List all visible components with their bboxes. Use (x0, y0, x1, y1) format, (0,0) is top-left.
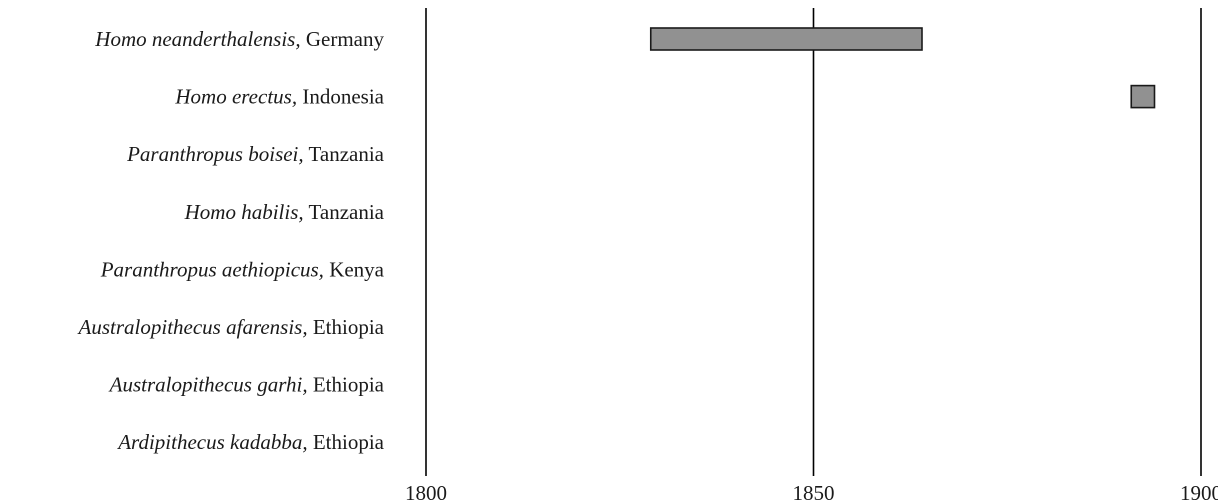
range-bar (1130, 84, 1156, 109)
x-axis-ticks: 18001850190019502000 (405, 481, 1218, 504)
location-name: Ethiopia (308, 430, 385, 454)
category-labels: Homo neanderthalensis, Germany Homo erect… (77, 27, 385, 454)
species-name: Australopithecus garhi, (108, 373, 308, 397)
species-name: Paranthropus boisei, (126, 142, 304, 166)
x-tick-label-1900: 1900 (1180, 481, 1218, 504)
location-name: Tanzania (304, 142, 385, 166)
species-name: Australopithecus afarensis, (77, 315, 308, 339)
location-name: Kenya (324, 257, 385, 281)
species-name: Homo habilis, (184, 200, 304, 224)
species-name: Paranthropus aethiopicus, (100, 257, 324, 281)
species-name: Homo neanderthalensis, (94, 27, 300, 51)
species-name: Homo erectus, (174, 85, 297, 109)
category-label: Paranthropus aethiopicus, Kenya (100, 257, 385, 281)
bars (649, 27, 1156, 109)
x-tick-label-1800: 1800 (405, 481, 447, 504)
category-label: Australopithecus afarensis, Ethiopia (77, 315, 385, 339)
location-name: Ethiopia (308, 373, 385, 397)
category-label: Homo erectus, Indonesia (174, 85, 384, 109)
gridlines (425, 8, 1202, 476)
category-label: Ardipithecus kadabba, Ethiopia (116, 430, 384, 454)
location-name: Indonesia (297, 85, 385, 109)
category-label: Paranthropus boisei, Tanzania (126, 142, 385, 166)
category-label: Homo habilis, Tanzania (184, 200, 385, 224)
location-name: Tanzania (304, 200, 385, 224)
location-name: Ethiopia (308, 315, 385, 339)
category-label: Australopithecus garhi, Ethiopia (108, 373, 385, 397)
category-label: Homo neanderthalensis, Germany (94, 27, 384, 51)
x-tick-label-1850: 1850 (793, 481, 835, 504)
location-name: Germany (301, 27, 385, 51)
range-bar (649, 27, 923, 51)
species-name: Ardipithecus kadabba, (116, 430, 307, 454)
